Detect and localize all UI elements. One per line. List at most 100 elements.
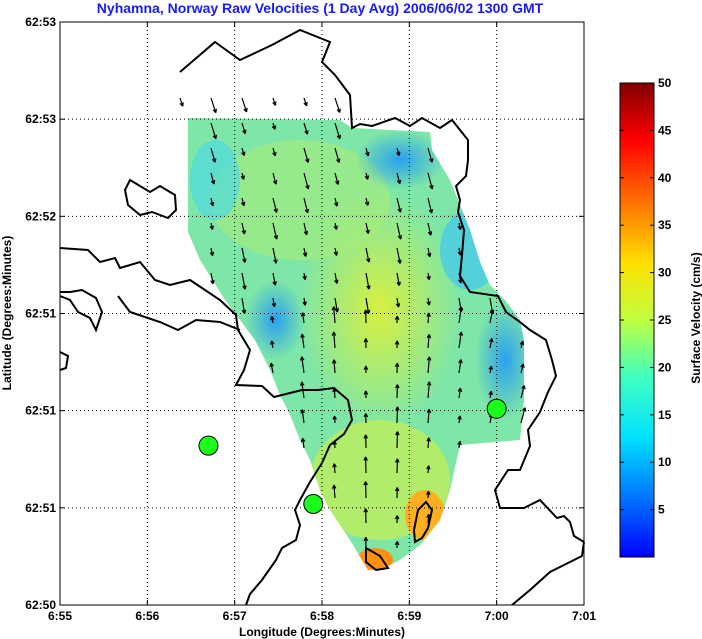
velocity-arrow (332, 415, 337, 424)
velocity-arrow (241, 297, 247, 314)
velocity-arrow (272, 147, 277, 157)
velocity-arrow (426, 312, 431, 324)
colorbar-label: Surface Velocity (cm/s) (689, 252, 702, 383)
velocity-arrow (364, 172, 370, 180)
velocity-arrow (300, 333, 305, 349)
y-tick-label: 62:51 (25, 501, 56, 515)
velocity-arrow (363, 413, 369, 424)
velocity-arrow (271, 122, 277, 130)
x-tick-label: 6:56 (135, 609, 159, 623)
velocity-arrow (426, 381, 432, 399)
y-tick-label: 62:53 (25, 112, 56, 126)
velocity-arrow (334, 97, 341, 113)
velocity-arrow (363, 338, 369, 349)
velocity-arrow (241, 97, 248, 113)
velocity-arrow (457, 440, 462, 449)
velocity-arrow (457, 387, 463, 399)
velocity-arrow (396, 197, 402, 213)
velocity-arrow (209, 222, 214, 230)
velocity-arrow (334, 122, 342, 140)
velocity-arrow (269, 362, 274, 374)
velocity-arrow (426, 437, 431, 449)
velocity-arrow (209, 197, 215, 207)
velocity-arrow (457, 247, 463, 256)
velocity-arrow (394, 487, 400, 499)
velocity-arrow (396, 272, 401, 286)
velocity-arrow (426, 408, 432, 424)
velocity-arrow (488, 390, 493, 399)
velocity-arrow (363, 456, 368, 474)
colorbar-tick-label: 35 (658, 218, 672, 232)
velocity-arrow (426, 272, 431, 281)
velocity-arrow (299, 381, 305, 399)
velocity-arrow (331, 359, 337, 374)
colorbar-ticks: 5 10 15 20 25 30 35 40 45 50 (620, 76, 672, 517)
stations (198, 398, 507, 514)
velocity-arrow (334, 147, 341, 163)
y-tick-label: 62:51 (25, 404, 56, 418)
colorbar-tick-label: 25 (658, 313, 672, 327)
velocity-arrow (241, 222, 246, 235)
velocity-arrow (458, 331, 464, 349)
velocity-arrow (457, 415, 462, 424)
colorbar-tick-label: 10 (658, 455, 672, 469)
velocity-arrow (426, 247, 432, 258)
velocity-arrow (396, 222, 403, 240)
velocity-arrow (210, 172, 216, 185)
velocity-arrow (394, 362, 400, 374)
velocity-arrow (272, 97, 277, 106)
velocity-arrow (334, 272, 339, 284)
velocity-arrow (365, 272, 371, 290)
x-tick-label: 6:59 (397, 609, 421, 623)
velocity-arrow (300, 437, 306, 449)
colorbar-tick-label: 40 (658, 171, 672, 185)
x-tick-label: 6:58 (310, 609, 334, 623)
velocity-arrow (458, 272, 463, 284)
velocity-arrow (426, 490, 431, 499)
velocity-arrow (394, 540, 400, 549)
velocity-arrow (272, 272, 277, 286)
velocity-arrow (426, 465, 431, 474)
velocity-arrow (363, 365, 369, 374)
velocity-arrow (426, 297, 431, 306)
y-tick-label: 62:51 (25, 307, 56, 321)
velocity-arrow (303, 147, 310, 163)
velocity-arrow (427, 172, 434, 190)
y-tick-label: 62:50 (25, 598, 56, 612)
velocity-arrow (303, 122, 309, 135)
velocity-arrow (272, 247, 278, 264)
velocity-arrow (332, 440, 337, 449)
velocity-arrow (271, 297, 277, 308)
velocity-arrow (241, 122, 247, 135)
velocity-arrow (300, 409, 305, 424)
velocity-arrow (363, 508, 369, 524)
velocity-arrow (363, 390, 369, 399)
velocity-arrow (241, 247, 247, 263)
velocity-arrow (426, 333, 432, 349)
velocity-arrow (179, 97, 184, 107)
velocity-arrow (395, 458, 400, 474)
velocity-arrow (270, 315, 275, 324)
colorbar-tick-label: 5 (658, 503, 665, 517)
velocity-arrow (427, 222, 433, 236)
velocity-arrow (395, 406, 400, 424)
colorbar-tick-label: 30 (658, 266, 672, 280)
velocity-arrow (365, 247, 371, 263)
x-tick-label: 7:01 (572, 609, 596, 623)
velocity-arrow (396, 172, 402, 185)
velocity-arrow (489, 309, 495, 324)
velocity-arrow (395, 384, 400, 399)
velocity-arrow (394, 315, 400, 324)
velocity-arrow (272, 197, 278, 213)
velocity-arrow (396, 247, 402, 264)
velocity-arrow (458, 306, 464, 324)
velocity-arrow (394, 340, 400, 349)
coastline (59, 28, 585, 606)
velocity-arrow (333, 247, 339, 256)
velocity-arrow (240, 172, 246, 180)
velocity-arrow (210, 272, 215, 285)
velocity-arrow (209, 247, 215, 257)
velocity-arrow (210, 97, 217, 114)
colorbar (619, 82, 655, 558)
